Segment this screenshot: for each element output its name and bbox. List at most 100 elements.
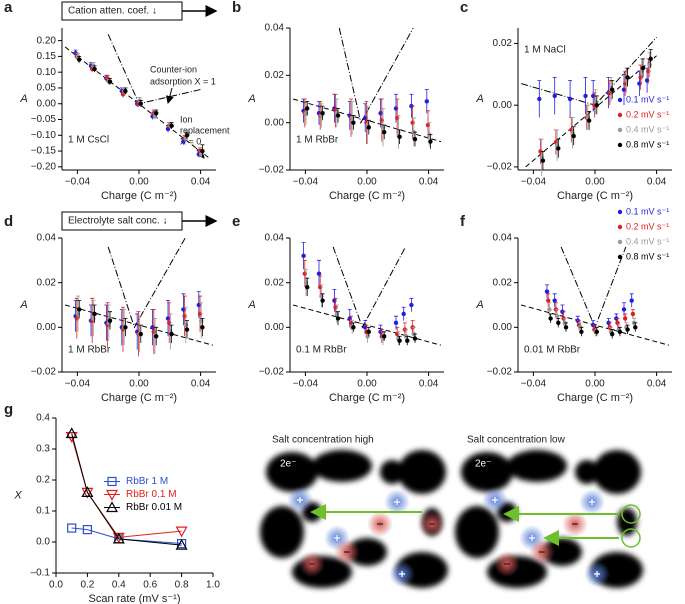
legend-label: RbBr 1 M [126, 476, 168, 487]
marker [65, 427, 78, 439]
data-point [305, 284, 310, 290]
data-point [138, 331, 143, 337]
ion-sign [492, 497, 498, 503]
y-tick-label: −0.02 [487, 367, 513, 378]
data-point [640, 65, 646, 71]
data-point [629, 298, 634, 303]
y-tick-label: 0.10 [37, 67, 57, 78]
legend-marker [617, 97, 623, 103]
reference-line [107, 237, 186, 329]
vacancy [621, 504, 641, 524]
y-tick-label: 0.1 [36, 506, 50, 517]
data-point [563, 325, 569, 330]
condition-label: 0.1 M RbBr [296, 345, 347, 356]
data-point [546, 298, 551, 303]
annotation: Counter-ion [150, 64, 197, 74]
x-tick-label: 0.4 [112, 580, 126, 591]
y-tick-label: 0.00 [37, 322, 57, 333]
y-tick-label: 0.04 [493, 233, 513, 244]
x-axis-label: Charge (C m⁻²) [101, 190, 177, 202]
ion-sign [594, 571, 600, 577]
y-tick-label: 0.02 [265, 70, 285, 81]
y-axis-label: X [13, 489, 22, 501]
carbon-blobs [260, 450, 448, 588]
y-tick-label: 0.00 [265, 322, 285, 333]
marker [105, 489, 119, 501]
y-axis-label: A [475, 93, 483, 105]
ion-sign [297, 497, 303, 503]
data-point [552, 93, 557, 99]
panel-letter: d [4, 213, 13, 230]
x-tick-label: 0.04 [647, 177, 667, 188]
y-tick-label: 0.02 [493, 277, 513, 288]
x-tick-label: 0.0 [49, 580, 63, 591]
data-point [397, 134, 402, 140]
data-point [633, 325, 638, 330]
data-point [169, 331, 174, 337]
data-point [123, 88, 128, 94]
x-tick-label: 0.00 [357, 177, 377, 188]
ion-sign [399, 571, 405, 577]
data-point [123, 325, 128, 330]
data-point [305, 106, 310, 111]
data-point [301, 253, 306, 259]
y-tick-label: 0.02 [37, 277, 57, 288]
x-tick-label: 0.00 [129, 177, 149, 188]
data-point [393, 320, 399, 326]
data-point [610, 331, 615, 337]
y-tick-label: 0.02 [265, 277, 285, 288]
x-axis-label: Charge (C m⁻²) [557, 392, 633, 404]
reference-line [332, 246, 406, 329]
electron-label: 2e⁻ [280, 459, 296, 470]
y-axis-label: A [247, 299, 255, 311]
y-tick-label: 0.2 [36, 475, 50, 486]
schematic-title: Salt concentration high [272, 435, 374, 446]
electron-label: 2e⁻ [475, 459, 491, 470]
data-point [648, 56, 653, 62]
data-point [540, 158, 546, 163]
x-tick-label: −0.04 [293, 379, 319, 390]
y-tick-label: 0.02 [493, 38, 513, 49]
x-tick-label: 0.00 [585, 177, 605, 188]
x-axis-label: Charge (C m⁻²) [329, 392, 405, 404]
y-tick-label: −0.02 [31, 367, 57, 378]
data-point [351, 325, 356, 330]
series-line [71, 433, 182, 546]
panel-letter: g [4, 401, 13, 418]
data-point [556, 320, 561, 326]
y-tick-label: −0.10 [31, 130, 57, 141]
data-point [625, 327, 630, 332]
panel-letter: f [460, 213, 466, 230]
y-tick-label: 0.20 [37, 35, 57, 46]
annotation-arrow [165, 87, 174, 104]
y-tick-label: −0.02 [259, 367, 285, 378]
x-tick-label: 0.8 [175, 580, 189, 591]
x-tick-label: 0.04 [419, 177, 439, 188]
legend-marker [617, 142, 623, 148]
legend-label: RbBr 0.01 M [126, 502, 182, 513]
legend-marker [617, 127, 623, 133]
blob [593, 450, 641, 494]
blob [260, 506, 304, 558]
data-point [610, 87, 615, 92]
legend-marker [617, 224, 623, 230]
data-point [200, 148, 205, 154]
legend-label: 0.2 mV s⁻¹ [626, 221, 669, 231]
data-point [630, 311, 636, 317]
y-tick-label: 0.00 [37, 98, 57, 109]
y-tick-label: −0.05 [31, 114, 57, 125]
legend-label: RbBr 0.1 M [126, 489, 177, 500]
legend-label: 0.4 mV s⁻¹ [626, 236, 669, 246]
data-point [412, 336, 418, 341]
schematic: Salt concentration high 2e⁻ [260, 435, 448, 588]
annotation: replacement [180, 125, 230, 135]
data-point [594, 102, 599, 108]
marker [175, 538, 188, 550]
y-tick-label: –0.1 [31, 568, 51, 579]
legend-label: 0.2 mV s⁻¹ [626, 109, 669, 119]
data-point [571, 133, 576, 139]
y-tick-label: −0.15 [31, 146, 57, 157]
panel-letter: c [460, 0, 468, 16]
blob [398, 450, 446, 494]
